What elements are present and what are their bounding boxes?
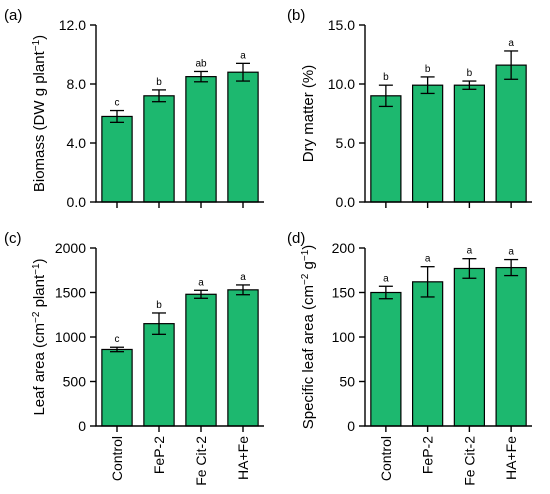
- category-label: Fe Cit-2: [461, 436, 477, 486]
- error-bar: [194, 289, 208, 299]
- panel-a-biomass: (a) c b ab a 0.0 4.0 8.0 12.0 Biomass (DW g plant…: [4, 7, 264, 210]
- significance-letter: b: [156, 300, 162, 311]
- error-bar: [110, 109, 124, 123]
- bar-control: [101, 115, 133, 203]
- bar-control: [370, 291, 402, 427]
- significance-letter: ab: [195, 58, 207, 69]
- error-bar: [420, 266, 435, 298]
- y-tick-label: 0: [347, 418, 355, 434]
- category-label: HA+Fe: [235, 436, 251, 480]
- significance-letter: c: [115, 334, 120, 345]
- error-bar: [236, 284, 250, 296]
- significance-letter: a: [425, 254, 431, 265]
- y-tick-label: 100: [332, 329, 356, 345]
- significance-letter: c: [115, 98, 120, 109]
- significance-letter: a: [240, 272, 246, 283]
- significance-letter: a: [508, 247, 514, 258]
- panel-label: (d): [287, 230, 305, 247]
- panel-d-specific-leaf-area: (d) a a a a 0 50 100 150 200 Control FeP-2 Fe Cit-2 H…: [287, 230, 532, 486]
- y-tick-label: 8.0: [67, 76, 87, 92]
- error-bar: [236, 62, 250, 82]
- y-tick-label: 0: [78, 418, 86, 434]
- bar-fe-cit-2: [185, 293, 217, 427]
- panel-b-dry-matter: (b) b b b a 0.0 5.0 10.0 15.0 Dry matter (%): [287, 7, 532, 210]
- y-tick-label: 0.0: [336, 194, 356, 210]
- bar-fe-cit-2: [185, 76, 217, 203]
- panel-c-leaf-area: (c) c b a a 0 500 1000 1500 2000 Control FeP-2 Fe Ci…: [4, 230, 264, 486]
- y-axis-label: Leaf area (cm−2 plant−1): [31, 258, 49, 415]
- y-tick-label: 1000: [55, 329, 86, 345]
- y-tick-label: 2000: [55, 240, 86, 256]
- error-bar: [462, 80, 477, 90]
- category-label: HA+Fe: [503, 436, 519, 480]
- bar-control: [101, 348, 133, 427]
- error-bar: [378, 285, 393, 300]
- bar-fep-2: [143, 95, 175, 203]
- significance-letter: b: [467, 68, 473, 79]
- error-bar: [152, 312, 166, 335]
- bar-fep-2: [411, 84, 444, 203]
- significance-letter: b: [156, 77, 162, 88]
- error-bar: [420, 76, 435, 95]
- category-label: Control: [109, 436, 125, 481]
- panel-label: (c): [4, 230, 22, 247]
- bar-ha-fe: [227, 71, 259, 203]
- y-tick-label: 150: [332, 285, 356, 301]
- category-label: FeP-2: [420, 436, 436, 474]
- bar-ha-fe: [495, 266, 527, 427]
- significance-letter: a: [508, 38, 514, 49]
- y-tick-label: 5.0: [336, 135, 356, 151]
- error-bar: [378, 84, 393, 108]
- y-axis-label: Biomass (DW g plant−1): [31, 35, 49, 192]
- category-label: FeP-2: [151, 436, 167, 474]
- bar-control: [370, 95, 402, 203]
- bar-fe-cit-2: [453, 84, 486, 203]
- panel-label: (a): [4, 7, 22, 24]
- bar-fep-2: [411, 281, 444, 427]
- error-bar: [194, 70, 208, 83]
- error-bar: [110, 346, 124, 353]
- y-tick-label: 0.0: [67, 194, 87, 210]
- y-axis-label: Dry matter (%): [300, 65, 317, 163]
- y-axis-label: Specific leaf area (cm−2 g−1): [300, 245, 318, 430]
- bar-ha-fe: [227, 289, 259, 427]
- category-label: Control: [378, 436, 394, 481]
- y-tick-label: 500: [63, 374, 87, 390]
- bar-fe-cit-2: [453, 267, 486, 427]
- significance-letter: a: [467, 246, 473, 257]
- y-tick-label: 200: [332, 240, 356, 256]
- bar-ha-fe: [495, 64, 527, 203]
- y-tick-label: 12.0: [59, 17, 86, 33]
- y-tick-label: 4.0: [67, 135, 87, 151]
- y-tick-label: 15.0: [328, 17, 355, 33]
- significance-letter: a: [383, 273, 389, 284]
- error-bar: [504, 50, 519, 80]
- error-bar: [504, 258, 519, 277]
- significance-letter: b: [383, 72, 389, 83]
- error-bar: [462, 258, 477, 279]
- y-tick-label: 50: [339, 374, 355, 390]
- significance-letter: a: [240, 50, 246, 61]
- category-label: Fe Cit-2: [193, 436, 209, 486]
- y-tick-label: 1500: [55, 285, 86, 301]
- y-tick-label: 10.0: [328, 76, 355, 92]
- significance-letter: b: [425, 64, 431, 75]
- error-bar: [152, 89, 166, 103]
- panel-label: (b): [287, 7, 305, 24]
- significance-letter: a: [198, 277, 204, 288]
- bar-fep-2: [143, 323, 175, 427]
